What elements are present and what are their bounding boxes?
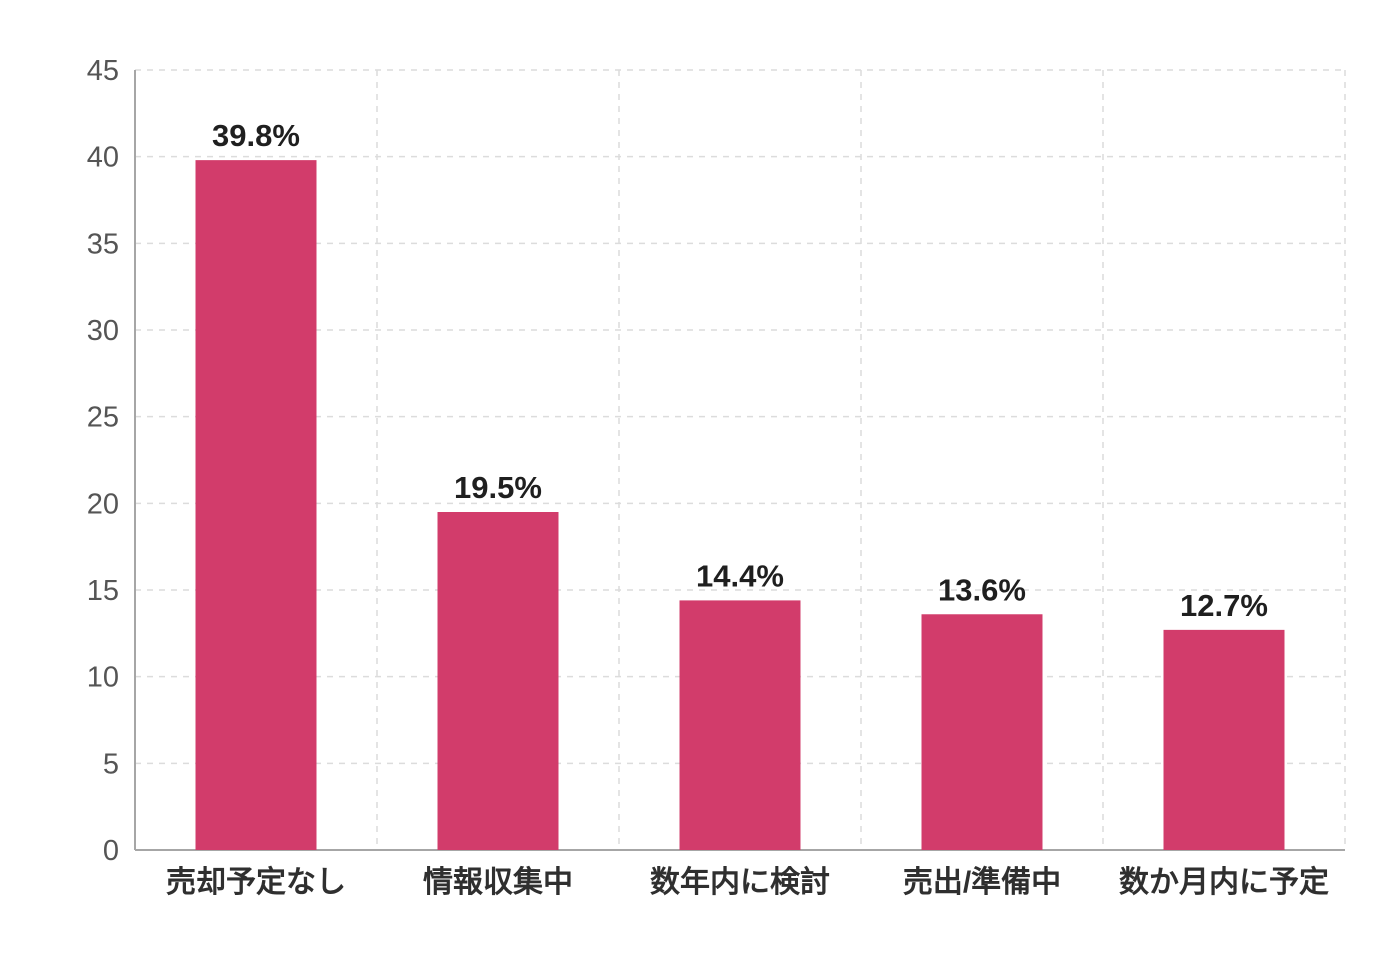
category-label-2: 数年内に検討 [650, 865, 830, 899]
bar-4 [1163, 629, 1285, 850]
y-tick-label: 20 [87, 488, 119, 520]
category-label-4: 数か月内に予定 [1119, 865, 1329, 899]
value-label-1: 19.5% [454, 470, 542, 505]
y-tick-label: 10 [87, 662, 119, 694]
bar-3 [921, 614, 1043, 850]
category-label-0: 売却予定なし [166, 865, 346, 899]
y-tick-label: 35 [87, 228, 119, 260]
value-label-0: 39.8% [212, 118, 300, 153]
y-tick-label: 45 [87, 55, 119, 87]
y-tick-label: 40 [87, 142, 119, 174]
y-tick-label: 15 [87, 575, 119, 607]
category-label-1: 情報収集中 [423, 866, 573, 899]
bar-1 [437, 512, 559, 850]
value-label-2: 14.4% [696, 558, 784, 593]
category-label-3: 売出/準備中 [903, 865, 1061, 899]
bar-0 [195, 160, 317, 851]
y-tick-label: 25 [87, 402, 119, 434]
value-label-4: 12.7% [1180, 588, 1268, 623]
y-tick-label: 0 [103, 835, 119, 867]
bar-2 [679, 600, 801, 850]
y-tick-label: 30 [87, 315, 119, 347]
y-tick-label: 5 [103, 748, 119, 780]
value-label-3: 13.6% [938, 572, 1026, 607]
